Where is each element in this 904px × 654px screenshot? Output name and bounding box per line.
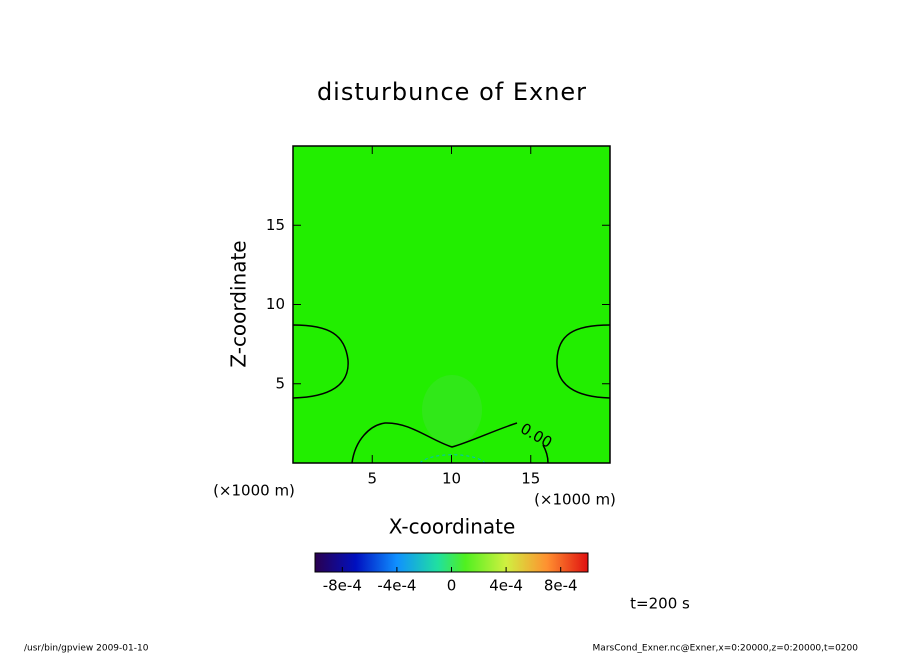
x-tick-label: 15 bbox=[521, 470, 540, 488]
colorbar-tick-label: -8e-4 bbox=[323, 577, 362, 595]
x-unit: (×1000 m) bbox=[534, 491, 616, 509]
contour-line bbox=[351, 422, 518, 464]
contour-line bbox=[556, 324, 611, 399]
y-tick-label: 5 bbox=[275, 374, 285, 392]
colorbar-tick-label: 8e-4 bbox=[544, 577, 578, 595]
x-tick-label: 10 bbox=[442, 470, 461, 488]
contour-lines bbox=[292, 324, 611, 464]
footer-left: /usr/bin/gpview 2009-01-10 bbox=[24, 644, 149, 654]
footer-right: MarsCond_Exner.nc@Exner,x=0:20000,z=0:20… bbox=[593, 644, 859, 654]
x-tick-label: 5 bbox=[367, 470, 377, 488]
y-unit: (×1000 m) bbox=[213, 482, 295, 500]
y-axis-label: Z-coordinate bbox=[227, 240, 251, 367]
annotation: t=200 s bbox=[630, 595, 690, 613]
x-axis-label: X-coordinate bbox=[389, 515, 516, 539]
colorbar-tick-label: 4e-4 bbox=[489, 577, 523, 595]
contour-line bbox=[292, 324, 349, 399]
y-tick-label: 10 bbox=[266, 295, 285, 313]
colorbar-tick-label: 0 bbox=[447, 577, 457, 595]
field-shade bbox=[422, 375, 482, 445]
colorbar-tick-label: -4e-4 bbox=[377, 577, 416, 595]
contour-line bbox=[542, 444, 549, 464]
chart-title: disturbunce of Exner bbox=[317, 78, 587, 106]
y-tick-label: 15 bbox=[266, 216, 285, 234]
